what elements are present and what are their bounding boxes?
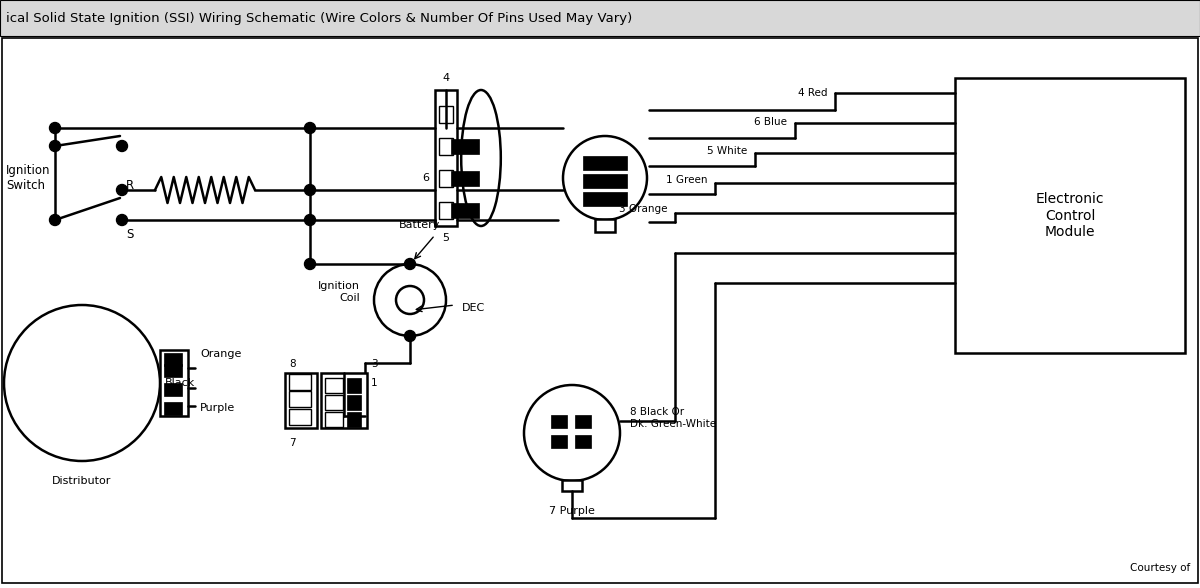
- Bar: [286, 373, 317, 428]
- Text: 5 White: 5 White: [707, 145, 748, 155]
- Bar: [439, 170, 454, 187]
- Bar: [347, 395, 361, 410]
- Circle shape: [116, 215, 127, 226]
- Bar: [164, 402, 182, 415]
- Circle shape: [404, 259, 415, 269]
- Text: 3 Orange: 3 Orange: [618, 203, 667, 213]
- Circle shape: [4, 305, 160, 461]
- Bar: [439, 106, 454, 123]
- Bar: [575, 415, 592, 428]
- Bar: [347, 378, 361, 393]
- Bar: [289, 374, 311, 390]
- Bar: [583, 174, 628, 188]
- Circle shape: [49, 141, 60, 152]
- Bar: [164, 353, 182, 366]
- Bar: [575, 435, 592, 448]
- Text: 3: 3: [371, 359, 378, 369]
- Text: Purple: Purple: [200, 403, 235, 413]
- Bar: [347, 412, 361, 427]
- Circle shape: [563, 136, 647, 220]
- Text: Ignition
Switch: Ignition Switch: [6, 164, 50, 192]
- Text: S: S: [126, 228, 133, 240]
- Text: ical Solid State Ignition (SSI) Wiring Schematic (Wire Colors & Number Of Pins U: ical Solid State Ignition (SSI) Wiring S…: [6, 12, 632, 25]
- Circle shape: [305, 259, 316, 269]
- Text: DEC: DEC: [462, 303, 485, 313]
- Circle shape: [396, 286, 424, 314]
- Bar: [551, 435, 568, 448]
- Bar: [289, 391, 311, 407]
- Bar: [325, 412, 343, 427]
- Bar: [322, 373, 367, 428]
- Text: 6: 6: [422, 173, 430, 183]
- Circle shape: [49, 215, 60, 226]
- Circle shape: [404, 330, 415, 342]
- Circle shape: [49, 122, 60, 133]
- Text: 6 Blue: 6 Blue: [754, 116, 787, 126]
- Text: 1: 1: [371, 378, 378, 388]
- Text: Black: Black: [166, 378, 196, 388]
- Bar: [325, 378, 343, 393]
- Bar: [160, 350, 188, 416]
- Circle shape: [305, 215, 316, 226]
- Bar: [164, 364, 182, 377]
- Text: 4 Red: 4 Red: [798, 88, 827, 98]
- Bar: [439, 202, 454, 219]
- Bar: [325, 395, 343, 410]
- Bar: [562, 480, 582, 491]
- Bar: [955, 78, 1186, 353]
- Bar: [436, 90, 457, 226]
- Bar: [451, 203, 479, 218]
- Ellipse shape: [461, 90, 500, 226]
- Circle shape: [116, 185, 127, 195]
- Bar: [451, 171, 479, 186]
- Text: Ignition
Coil: Ignition Coil: [318, 281, 360, 303]
- Bar: [439, 138, 454, 155]
- Circle shape: [116, 141, 127, 152]
- Text: 7 Purple: 7 Purple: [550, 506, 595, 516]
- Bar: [451, 139, 479, 154]
- Text: Battery: Battery: [400, 220, 440, 230]
- Bar: [583, 192, 628, 206]
- Bar: [0, 0, 1200, 36]
- Circle shape: [305, 122, 316, 133]
- Circle shape: [524, 385, 620, 481]
- Text: R: R: [126, 179, 134, 192]
- Text: 7: 7: [289, 438, 295, 448]
- Text: 8: 8: [289, 359, 295, 369]
- Circle shape: [374, 264, 446, 336]
- Text: Courtesy of: Courtesy of: [1129, 563, 1190, 573]
- Text: 1 Green: 1 Green: [666, 175, 707, 185]
- Bar: [595, 219, 616, 232]
- Text: Electronic
Control
Module: Electronic Control Module: [1036, 192, 1104, 239]
- Text: 8 Black Or
Dk. Green-White: 8 Black Or Dk. Green-White: [630, 407, 716, 429]
- Circle shape: [305, 185, 316, 195]
- Text: Distributor: Distributor: [53, 476, 112, 486]
- Bar: [289, 409, 311, 425]
- Text: 4: 4: [443, 73, 450, 83]
- Bar: [551, 415, 568, 428]
- Bar: [164, 383, 182, 396]
- Text: 5: 5: [443, 233, 450, 243]
- Text: Orange: Orange: [200, 349, 241, 359]
- Bar: [583, 156, 628, 170]
